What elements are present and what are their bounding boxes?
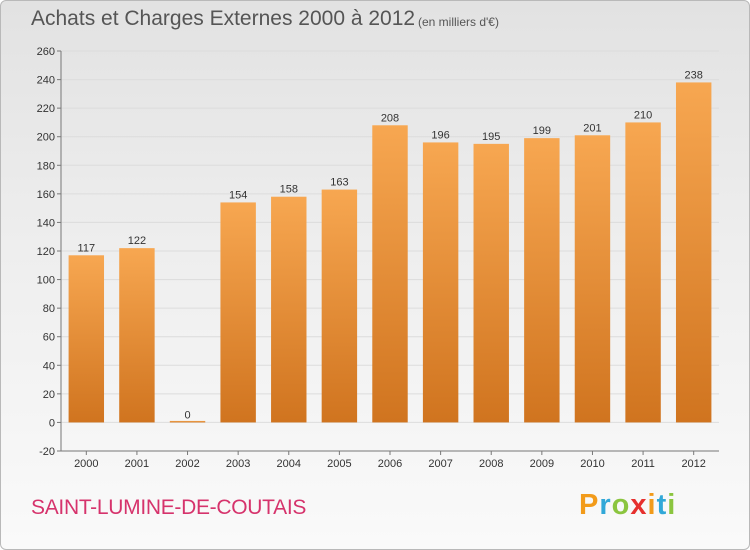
x-tick-label: 2003 xyxy=(226,458,250,470)
y-tick-label: 240 xyxy=(37,75,55,87)
y-tick-label: -20 xyxy=(39,446,55,458)
x-tick-label: 2004 xyxy=(277,458,301,470)
bar xyxy=(220,202,256,423)
logo-letter: r xyxy=(599,489,612,521)
logo-letter: t xyxy=(656,489,668,521)
value-label: 158 xyxy=(280,184,298,196)
value-label: 0 xyxy=(184,409,190,421)
x-tick-label: 2012 xyxy=(681,458,705,470)
bar xyxy=(574,135,611,423)
bar-layer xyxy=(68,82,712,423)
x-tick-label: 2008 xyxy=(479,458,503,470)
y-tick-label: 260 xyxy=(37,46,55,58)
x-tick-label: 2011 xyxy=(631,458,655,470)
bar xyxy=(524,138,560,423)
y-tick-label: 200 xyxy=(37,132,55,144)
y-tick-label: 80 xyxy=(43,303,55,315)
chart-unit: (en milliers d'€) xyxy=(418,15,499,29)
x-tick-label: 2010 xyxy=(580,458,604,470)
y-tick-label: 220 xyxy=(37,103,55,115)
y-tick-label: 0 xyxy=(49,417,55,429)
y-tick-label: 100 xyxy=(37,275,55,287)
logo-letter: P xyxy=(579,489,600,521)
bar xyxy=(321,189,358,423)
value-label: 122 xyxy=(128,235,146,247)
value-label: 199 xyxy=(533,125,551,137)
x-tick-label: 2006 xyxy=(378,458,402,470)
x-tick-label: 2002 xyxy=(175,458,199,470)
x-tick-label: 2000 xyxy=(74,458,98,470)
place-name: SAINT-LUMINE-DE-COUTAIS xyxy=(31,496,307,519)
y-tick-label: 40 xyxy=(43,360,55,372)
value-label: 117 xyxy=(78,242,96,254)
bar xyxy=(119,248,155,423)
bar xyxy=(169,420,206,423)
axis-layer: -20 0 20 40 60 80 100 120 140 160 180 200 220 240 260 2… xyxy=(37,46,719,470)
proxiti-logo[interactable]: Proxiti xyxy=(579,489,676,522)
value-label: 196 xyxy=(431,129,449,141)
x-tick-label: 2009 xyxy=(530,458,554,470)
y-tick-label: 180 xyxy=(37,160,55,172)
bar xyxy=(271,196,307,423)
value-label: 210 xyxy=(634,109,652,121)
bar xyxy=(625,122,661,423)
y-tick-label: 160 xyxy=(37,189,55,201)
bar xyxy=(675,82,712,423)
bar xyxy=(473,143,509,423)
chart-title: Achats et Charges Externes 2000 à 2012 xyxy=(31,7,416,30)
value-label: 195 xyxy=(482,131,500,143)
y-tick-label: 20 xyxy=(43,389,55,401)
bar xyxy=(372,125,408,423)
y-tick-label: 120 xyxy=(37,246,55,258)
label-layer: 117 122 0 154 158 163 208 196 195 199 201 210 238 xyxy=(78,69,703,421)
x-tick-label: 2001 xyxy=(125,458,149,470)
x-tick-label: 2005 xyxy=(327,458,351,470)
y-tick-label: 140 xyxy=(37,217,55,229)
logo-letter: o xyxy=(611,489,631,521)
value-label: 238 xyxy=(685,69,703,81)
logo-letter: i xyxy=(647,489,657,521)
value-label: 154 xyxy=(229,189,247,201)
value-label: 201 xyxy=(583,122,601,134)
value-label: 163 xyxy=(330,177,348,189)
bar xyxy=(422,142,459,423)
y-tick-label: 60 xyxy=(43,332,55,344)
logo-letter: i xyxy=(667,489,677,521)
bar xyxy=(68,255,105,423)
x-tick-label: 2007 xyxy=(428,458,452,470)
logo-letter: x xyxy=(630,489,648,521)
value-label: 208 xyxy=(381,112,399,124)
